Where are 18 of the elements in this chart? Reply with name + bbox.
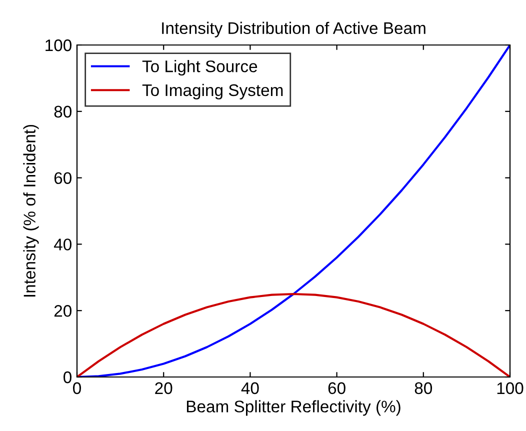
x-axis-title: Beam Splitter Reflectivity (%) [186,400,400,416]
x-tick-label: 80 [414,382,432,394]
y-tick-label: 0 [64,371,72,384]
y-tick-label: 80 [54,106,72,118]
y-tick-label: 40 [54,238,72,250]
y-tick-label: 60 [54,172,72,184]
legend-label: To Imaging System [142,84,283,100]
y-axis-title: Intensity (% of Incident) [23,124,39,297]
x-tick-label: 20 [155,382,172,394]
x-tick-label: 100 [497,382,524,394]
chart-title: Intensity Distribution of Active Beam [162,22,426,38]
x-tick-label: 60 [328,382,346,394]
x-tick-label: 0 [73,382,81,394]
legend-label: To Light Source [142,60,258,76]
line-series [77,45,510,377]
y-tick-label: 100 [46,39,72,52]
y-tick-label: 20 [54,305,72,317]
x-tick-label: 40 [241,382,259,394]
